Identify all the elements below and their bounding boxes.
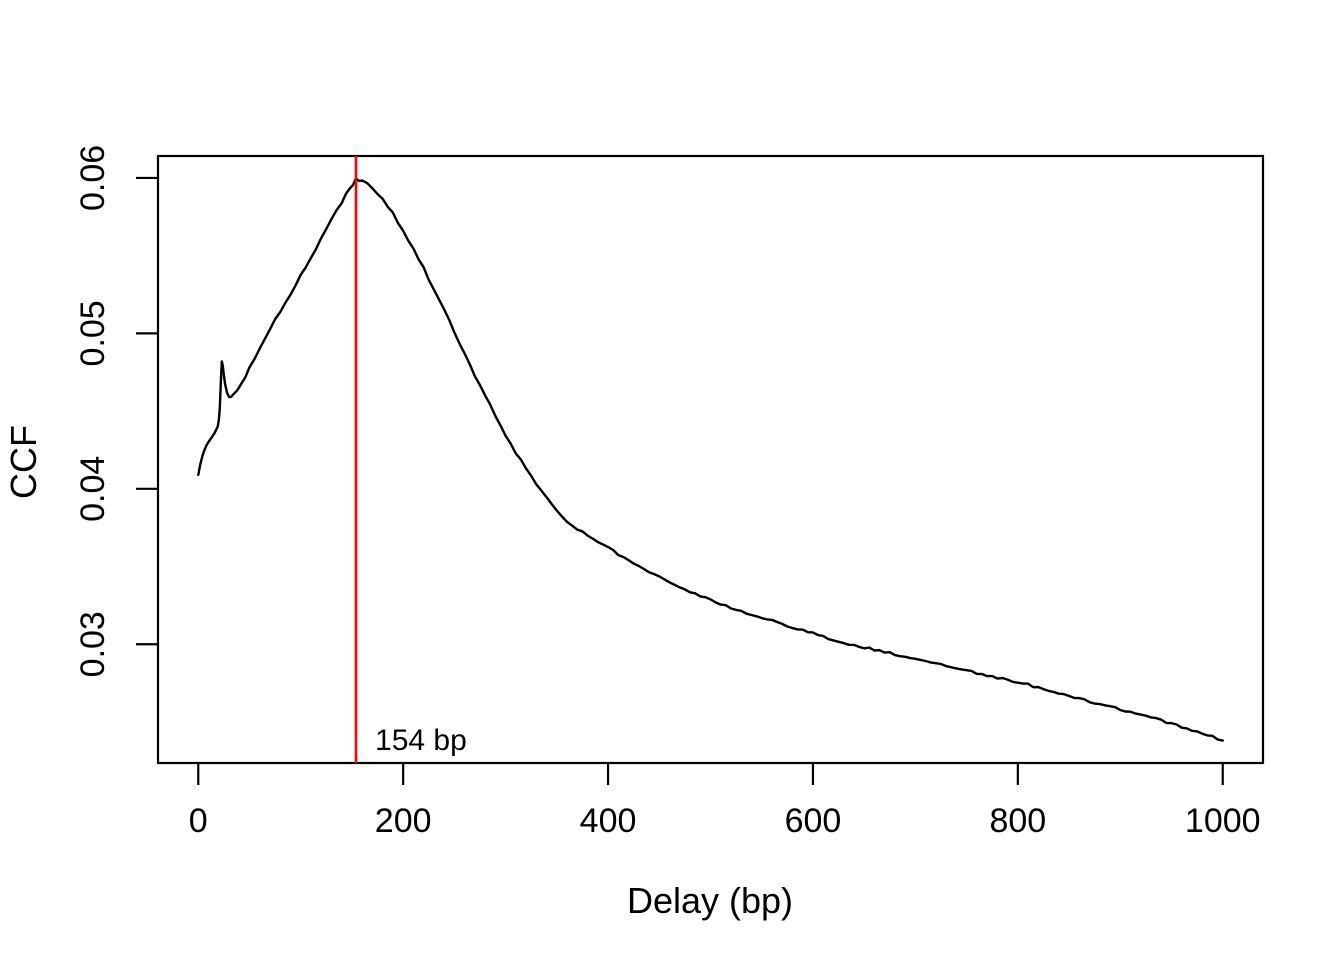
x-axis: 0 200 400 600 800 1000 <box>189 763 1261 840</box>
y-tick-label: 0.06 <box>74 145 112 211</box>
x-tick-label: 200 <box>375 802 432 840</box>
y-axis-title: CCF <box>3 425 44 499</box>
fragment-length-label: 154 bp <box>375 724 467 757</box>
x-axis-title: Delay (bp) <box>627 880 793 921</box>
y-tick-label: 0.03 <box>74 611 112 677</box>
y-axis: 0.03 0.04 0.05 0.06 <box>74 145 158 677</box>
ccf-curve <box>197 177 1224 742</box>
x-tick-label: 0 <box>189 802 208 840</box>
x-tick-label: 1000 <box>1185 802 1261 840</box>
x-tick-label: 600 <box>785 802 842 840</box>
y-tick-label: 0.04 <box>74 456 112 522</box>
plot-border <box>156 154 1265 765</box>
x-tick-label: 800 <box>989 802 1046 840</box>
x-tick-label: 400 <box>580 802 637 840</box>
y-tick-label: 0.05 <box>74 300 112 366</box>
